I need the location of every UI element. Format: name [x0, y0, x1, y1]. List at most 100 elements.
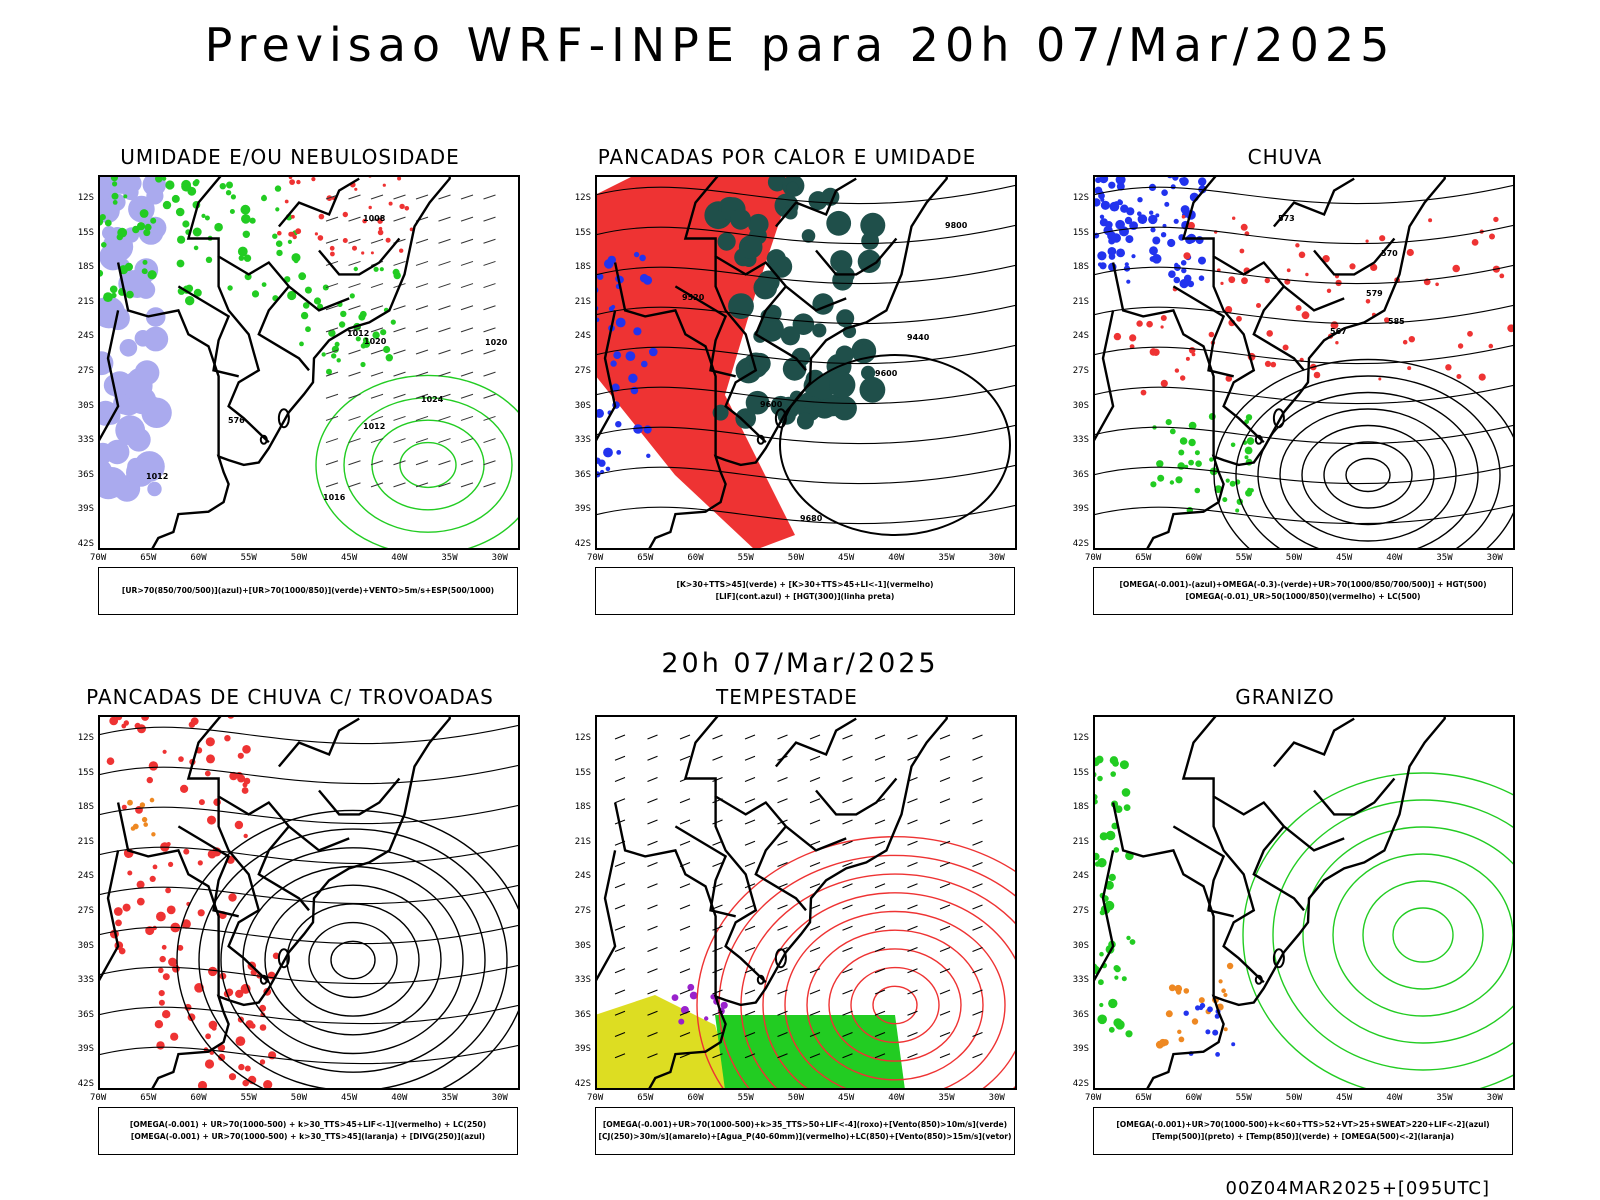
omega-blue-areas	[1093, 175, 1207, 289]
contour-label: 9600	[760, 400, 783, 409]
hgt500-isobars	[1213, 358, 1515, 550]
legend-line: [K>30+TTS>45](verde) + [K>30+TTS>45+LI<-…	[676, 580, 934, 589]
lat-label: 36S	[574, 1009, 591, 1020]
contour-label: 1016	[323, 493, 346, 502]
lat-label: 18S	[77, 262, 94, 273]
lon-label: 35W	[441, 1093, 458, 1103]
lat-label: 21S	[77, 296, 94, 307]
lat-label: 30S	[574, 400, 591, 411]
lon-label: 60W	[190, 1093, 207, 1103]
lat-label: 27S	[574, 366, 591, 376]
lon-label: 55W	[1235, 553, 1252, 563]
contour-label: 1012	[363, 422, 385, 431]
lon-label: 40W	[1386, 553, 1403, 563]
lon-label: 55W	[1235, 1093, 1252, 1103]
lat-label: 30S	[77, 940, 94, 951]
map-borders	[595, 175, 948, 550]
panel-title: CHUVA	[1247, 145, 1323, 169]
lat-label: 39S	[77, 1044, 94, 1055]
lat-label: 39S	[574, 504, 591, 515]
lat-label: 27S	[1072, 906, 1089, 916]
panel-legend: [OMEGA(-0.001)-(azul)+OMEGA(-0.3)-(verde…	[1093, 567, 1513, 615]
lon-label: 60W	[1185, 553, 1202, 563]
hgt300-lines	[595, 184, 1017, 525]
lon-label: 50W	[290, 553, 308, 563]
lon-label: 30W	[988, 553, 1005, 563]
lat-label: 15S	[1072, 227, 1089, 238]
lat-label: 18S	[574, 802, 591, 813]
contour-label: 573	[1278, 214, 1295, 223]
green-contours	[315, 374, 520, 550]
legend-line: [OMEGA(-0.001) + UR>70(1000-500) + k>30_…	[130, 1132, 486, 1141]
lon-label: 65W	[1135, 1093, 1152, 1103]
temp850-green-edges	[1093, 755, 1136, 1038]
panel-legend: [UR>70(850/700/500)](azul)+[UR>70(1000/8…	[98, 567, 518, 615]
wind-vectors	[325, 194, 496, 488]
lat-label: 24S	[1072, 331, 1089, 342]
lat-label: 18S	[1072, 802, 1089, 813]
lon-label: 30W	[1486, 553, 1503, 563]
lat-label: 42S	[574, 1079, 591, 1089]
lat-label: 15S	[574, 227, 591, 238]
lat-label: 36S	[1072, 1009, 1089, 1020]
map-frame	[1093, 715, 1515, 1090]
map-frame	[595, 715, 1017, 1090]
lat-label: 42S	[574, 539, 591, 549]
lat-label: 12S	[77, 733, 94, 743]
lon-label: 45W	[341, 553, 358, 563]
lat-label: 15S	[1072, 767, 1089, 778]
lat-label: 39S	[1072, 1044, 1089, 1055]
streamlines-250	[98, 724, 520, 1065]
legend-line: [OMEGA(-0.001)+UR>70(1000-500)+k>35_TTS>…	[602, 1120, 1008, 1129]
map-frame: 585 579 573 570 567	[1093, 175, 1515, 550]
lon-label: 50W	[1285, 553, 1303, 563]
lat-label: 36S	[574, 469, 591, 480]
lat-label: 21S	[574, 296, 591, 307]
instability-red-area	[595, 175, 795, 550]
lat-label: 39S	[77, 504, 94, 515]
lon-label: 70W	[1085, 1093, 1102, 1103]
lat-label: 33S	[77, 435, 94, 446]
hgt300-contour	[779, 354, 1011, 536]
lon-label: 30W	[491, 553, 508, 563]
lat-label: 21S	[77, 836, 94, 847]
lat-label: 24S	[77, 871, 94, 882]
lat-label: 33S	[574, 435, 591, 446]
lat-label: 21S	[1072, 836, 1089, 847]
panel-trovoadas: PANCADAS DE CHUVA C/ TROVOADAS 12S 15S 18S 2…	[60, 685, 520, 1155]
lat-label: 21S	[1072, 296, 1089, 307]
lon-label: 40W	[1386, 1093, 1403, 1103]
lat-label: 27S	[574, 906, 591, 916]
lat-label: 12S	[77, 193, 94, 203]
panel-legend: [OMEGA(-0.001)+UR>70(1000-500)+k>35_TTS>…	[595, 1107, 1015, 1155]
lon-label: 40W	[888, 1093, 905, 1103]
lat-label: 21S	[574, 836, 591, 847]
lat-label: 30S	[1072, 940, 1089, 951]
thunder-orange-areas	[127, 797, 156, 837]
lon-label: 55W	[240, 1093, 257, 1103]
lon-label: 45W	[1336, 1093, 1353, 1103]
jet-yellow-area	[595, 995, 735, 1090]
legend-line: [OMEGA(-0.01)_UR>50(1000/850)(vermelho) …	[1185, 592, 1421, 601]
lon-label: 50W	[1285, 1093, 1303, 1103]
contour-label: 9520	[682, 293, 705, 302]
contour-label: 567	[1330, 327, 1347, 336]
lon-label: 30W	[1486, 1093, 1503, 1103]
map-frame: 1012 1012 1016 1020 1020 1024 1008 576 1012	[98, 175, 520, 550]
lon-label: 30W	[491, 1093, 508, 1103]
lon-label: 60W	[190, 553, 207, 563]
lon-label: 70W	[587, 553, 604, 563]
lif-blue-contours	[595, 251, 658, 478]
streamlines-500	[1093, 184, 1515, 525]
humidity-low-areas-2	[298, 266, 401, 375]
lat-label: 30S	[1072, 400, 1089, 411]
panel-title: TEMPESTADE	[716, 685, 858, 709]
legend-line: [Temp(500)](preto) + [Temp(850)](verde) …	[1151, 1132, 1455, 1141]
lat-label: 27S	[1072, 366, 1089, 376]
lon-label: 65W	[1135, 553, 1152, 563]
contour-label: 1012	[146, 472, 168, 481]
lat-label: 42S	[1072, 539, 1089, 549]
lon-label: 50W	[787, 1093, 805, 1103]
temp850-green-contours	[1242, 772, 1515, 1090]
lon-label: 65W	[140, 1093, 157, 1103]
